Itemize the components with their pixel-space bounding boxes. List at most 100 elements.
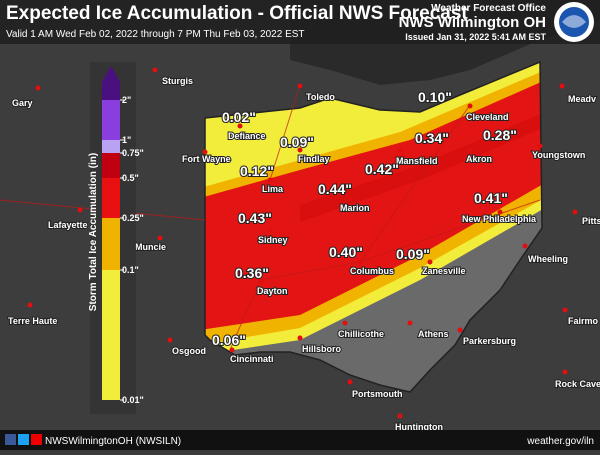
city-dot bbox=[152, 67, 158, 73]
city-label: Portsmouth bbox=[352, 389, 403, 399]
city-dot bbox=[342, 320, 348, 326]
city-dot bbox=[202, 149, 208, 155]
city-label: Athens bbox=[418, 329, 449, 339]
city-label: Gary bbox=[12, 98, 33, 108]
city-dot bbox=[347, 379, 353, 385]
city-label: Columbus bbox=[350, 266, 394, 276]
city-label: Toledo bbox=[306, 92, 335, 102]
city-label: Sidney bbox=[258, 235, 288, 245]
city-label: Defiance bbox=[228, 131, 266, 141]
city-dot bbox=[229, 347, 235, 353]
amounts: 0.02" 0.09" 0.12" 0.10" 0.34" 0.28" 0.44" 0.42"… bbox=[211, 88, 518, 349]
city-dot bbox=[572, 209, 578, 215]
issued: Issued Jan 31, 2022 5:41 AM EST bbox=[405, 32, 546, 42]
city-label: Fort Wayne bbox=[182, 154, 231, 164]
social-handle[interactable]: NWSWilmingtonOH (NWSILN) bbox=[45, 436, 181, 447]
city-dot bbox=[562, 307, 568, 313]
city-dot bbox=[559, 83, 565, 89]
ice-amount: 0.06" bbox=[212, 332, 246, 348]
band-red-core bbox=[300, 110, 542, 222]
city-label: Fairmo bbox=[568, 316, 599, 326]
legend-swatch bbox=[102, 218, 120, 270]
legend-swatch bbox=[102, 82, 120, 100]
city-label: Muncie bbox=[135, 242, 166, 252]
youtube-icon[interactable] bbox=[31, 434, 42, 445]
ice-amount: 0.36" bbox=[235, 265, 269, 281]
city-dot bbox=[259, 279, 265, 285]
valid-period: Valid 1 AM Wed Feb 02, 2022 through 7 PM… bbox=[6, 29, 305, 40]
legend-label: 0.01" bbox=[122, 395, 144, 405]
city-dot bbox=[77, 207, 83, 213]
city-label: Osgood bbox=[172, 346, 206, 356]
city-label: Parkersburg bbox=[463, 336, 516, 346]
city-dot bbox=[397, 413, 403, 419]
city-dot bbox=[467, 103, 473, 109]
ice-bands bbox=[205, 62, 542, 392]
city-label: Sturgis bbox=[162, 76, 193, 86]
city-dot bbox=[427, 259, 433, 265]
legend-swatch bbox=[102, 270, 120, 400]
ice-amount: 0.44" bbox=[318, 181, 352, 197]
city-label: Lima bbox=[262, 184, 284, 194]
city-label: Youngstown bbox=[532, 150, 585, 160]
ice-amount: 0.42" bbox=[365, 161, 399, 177]
legend-label: 1" bbox=[122, 135, 131, 145]
legend-title: Storm Total Ice Accumulation (in) bbox=[88, 153, 99, 311]
legend-swatch bbox=[102, 140, 120, 153]
city-label: Wheeling bbox=[528, 254, 568, 264]
city-label: Hillsboro bbox=[302, 344, 342, 354]
city-dot bbox=[407, 320, 413, 326]
ice-amount: 0.43" bbox=[238, 210, 272, 226]
city-dot bbox=[237, 123, 243, 129]
city-dot bbox=[522, 243, 528, 249]
city-dot bbox=[397, 147, 403, 153]
city-dot bbox=[467, 147, 473, 153]
city-label: Dayton bbox=[257, 286, 288, 296]
city-label: Rock Cave bbox=[555, 379, 600, 389]
city-label: Meadv bbox=[568, 94, 596, 104]
ice-amount: 0.10" bbox=[418, 89, 452, 105]
city-dot bbox=[267, 177, 273, 183]
city-dot bbox=[297, 147, 303, 153]
legend-label: 2" bbox=[122, 95, 131, 105]
ice-amount: 0.34" bbox=[415, 130, 449, 146]
city-dot bbox=[27, 302, 33, 308]
legend-swatch bbox=[102, 178, 120, 218]
legend-label: 0.5" bbox=[122, 173, 139, 183]
city-dot bbox=[35, 85, 41, 91]
city-dot bbox=[297, 335, 303, 341]
footer-bar bbox=[0, 430, 600, 450]
city-label: Marion bbox=[340, 203, 370, 213]
legend-label: 0.25" bbox=[122, 213, 144, 223]
ice-amount: 0.09" bbox=[280, 134, 314, 150]
state-border bbox=[204, 60, 543, 393]
city-dot bbox=[457, 327, 463, 333]
legend-labels: 2" 1" 0.75" 0.5" 0.25" 0.1" 0.01" bbox=[120, 95, 144, 405]
city-label: Pitts bbox=[582, 216, 600, 226]
city-label: Akron bbox=[466, 154, 492, 164]
office-name: NWS Wilmington OH bbox=[399, 14, 546, 31]
city-label: Chillicothe bbox=[338, 329, 384, 339]
twitter-icon[interactable] bbox=[18, 434, 29, 445]
office-label: Weather Forecast Office bbox=[431, 3, 546, 14]
ice-amount: 0.09" bbox=[396, 246, 430, 262]
city-dot bbox=[357, 259, 363, 265]
city-label: Cincinnati bbox=[230, 354, 274, 364]
city-dot bbox=[497, 209, 503, 215]
city-dot bbox=[562, 369, 568, 375]
cities: Gary Sturgis Toledo Meadv Defiance Findlay For… bbox=[7, 67, 600, 433]
legend-swatch bbox=[102, 66, 120, 82]
city-dot bbox=[167, 337, 173, 343]
city-dot bbox=[267, 227, 273, 233]
legend-swatch bbox=[102, 100, 120, 140]
title: Expected Ice Accumulation - Official NWS… bbox=[6, 3, 468, 24]
city-dot bbox=[537, 143, 543, 149]
facebook-icon[interactable] bbox=[5, 434, 16, 445]
city-dot bbox=[347, 195, 353, 201]
website[interactable]: weather.gov/iln bbox=[526, 436, 594, 447]
city-dot bbox=[157, 235, 163, 241]
ice-amount: 0.12" bbox=[240, 163, 274, 179]
ice-amount: 0.40" bbox=[329, 244, 363, 260]
band-red bbox=[205, 78, 542, 330]
nws-logo-mark bbox=[562, 15, 586, 28]
